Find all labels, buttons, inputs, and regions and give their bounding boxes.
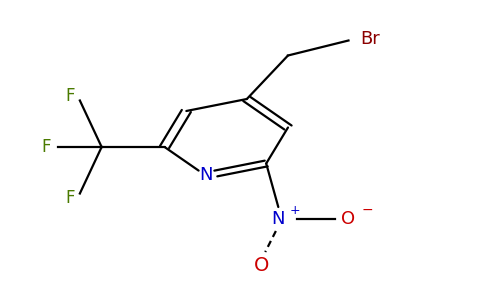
Text: −: − [362, 203, 374, 217]
Text: N: N [199, 167, 212, 184]
Text: F: F [41, 138, 51, 156]
Text: F: F [65, 87, 75, 105]
Text: F: F [65, 189, 75, 207]
Text: Br: Br [361, 30, 380, 48]
Text: +: + [290, 203, 301, 217]
Text: N: N [272, 210, 285, 228]
Text: O: O [341, 210, 356, 228]
Text: O: O [254, 256, 269, 275]
